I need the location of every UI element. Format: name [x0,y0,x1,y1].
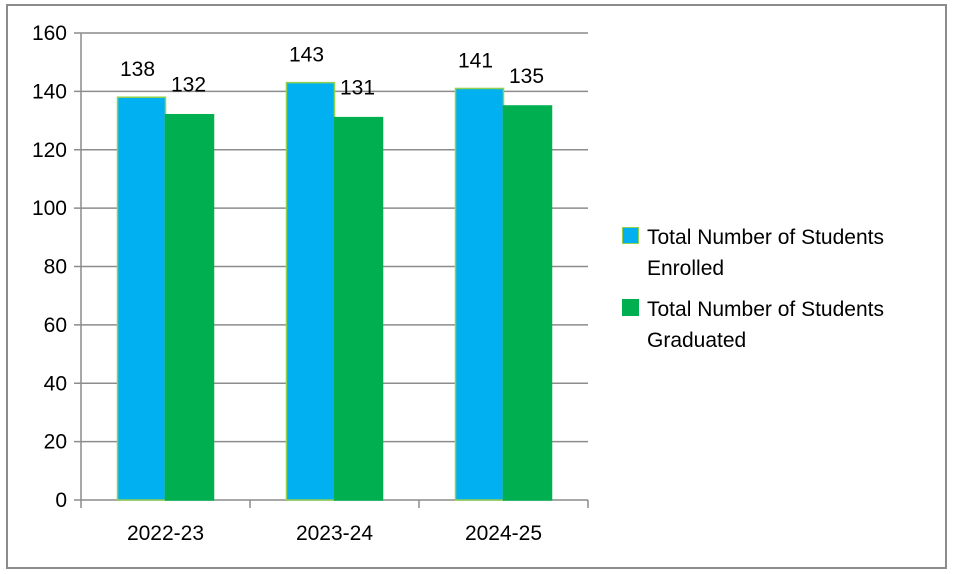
legend-item-enrolled: Total Number of Students Enrolled [622,222,942,284]
x-tick-label-2023-24: 2023-24 [296,522,373,545]
bar-enrolled-2023-24 [285,81,336,501]
legend-label-graduated: Total Number of Students Graduated [647,298,884,352]
y-tick-label-0: 0 [55,489,67,512]
bar-enrolled-2022-23 [116,96,167,501]
y-tick-label-20: 20 [44,431,67,454]
data-label-enrolled-2023-24: 143 [289,44,324,67]
legend-item-graduated: Total Number of Students Graduated [622,294,942,356]
y-tick-label-160: 160 [32,22,67,45]
legend-swatch-graduated [622,299,639,316]
data-label-enrolled-2024-25: 141 [458,49,493,72]
y-tick-label-60: 60 [44,314,67,337]
bar-graduated-2022-23 [164,113,215,501]
bar-graduated-2023-24 [333,116,384,501]
data-label-graduated-2024-25: 135 [509,65,544,88]
legend-swatch-enrolled [622,227,639,244]
legend-label-enrolled: Total Number of Students Enrolled [647,226,884,280]
y-tick-label-100: 100 [32,197,67,220]
y-tick-label-80: 80 [44,256,67,279]
y-tick-label-120: 120 [32,139,67,162]
data-label-graduated-2023-24: 131 [340,77,375,100]
data-label-enrolled-2022-23: 138 [120,58,155,81]
bar-graduated-2024-25 [502,105,553,501]
x-tick-label-2024-25: 2024-25 [465,522,542,545]
bar-enrolled-2024-25 [454,87,505,501]
legend: Total Number of Students Enrolled Total … [622,222,942,366]
x-tick-label-2022-23: 2022-23 [127,522,204,545]
y-tick-label-40: 40 [44,372,67,395]
data-label-graduated-2022-23: 132 [171,74,206,97]
y-tick-label-140: 140 [32,80,67,103]
